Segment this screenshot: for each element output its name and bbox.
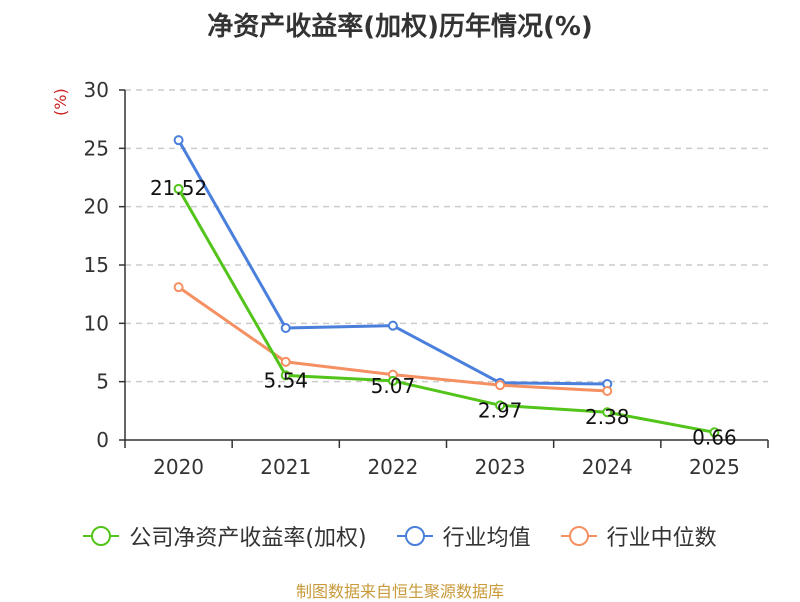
data-point: [280, 356, 291, 367]
data-label: 5.54: [263, 368, 308, 392]
series-lines: [173, 135, 720, 438]
series-line: [177, 188, 715, 434]
x-tick-label: 2024: [582, 455, 633, 479]
data-point: [173, 135, 184, 146]
data-label: 21.52: [150, 176, 207, 200]
legend-label: 行业均值: [442, 526, 531, 551]
data-point: [280, 370, 291, 381]
y-tick-label: 0: [96, 428, 109, 452]
source-note: 制图数据来自恒生聚源数据库: [295, 582, 504, 601]
data-label: 5.07: [371, 374, 416, 398]
y-axis-unit: (%): [51, 88, 70, 116]
x-tick-label: 2022: [367, 455, 418, 479]
grid-lines: [125, 89, 768, 383]
data-point: [602, 407, 613, 418]
x-tick-label: 2023: [475, 455, 526, 479]
data-point: [280, 323, 291, 333]
legend-item-industry-mean[interactable]: 行业均值: [396, 520, 531, 552]
data-point: [495, 400, 506, 411]
data-label: 2.38: [585, 405, 630, 429]
data-point: [709, 427, 720, 438]
chart-title: 净资产收益率(加权)历年情况(%): [207, 12, 593, 42]
data-labels: 21.52 5.54 5.07 2.97 2.38 0.66: [150, 176, 737, 449]
legend-label: 行业中位数: [606, 526, 717, 551]
data-point: [173, 282, 184, 293]
series-line: [177, 139, 608, 386]
line-circle-icon: [83, 526, 120, 546]
legend: 公司净资产收益率(加权) 行业均值 行业中位数: [0, 518, 800, 554]
data-point: [387, 375, 398, 386]
data-point: [495, 380, 506, 391]
y-tick-label: 5: [96, 370, 109, 394]
legend-label: 公司净资产收益率(加权): [129, 526, 367, 551]
x-tick-label: 2021: [260, 455, 311, 479]
y-tick-label: 20: [84, 195, 109, 219]
legend-item-industry-median[interactable]: 行业中位数: [560, 520, 717, 552]
x-tick-label: 2020: [153, 455, 204, 479]
line-circle-icon: [560, 526, 597, 546]
data-point: [602, 386, 613, 396]
data-point: [387, 320, 398, 331]
legend-item-company[interactable]: 公司净资产收益率(加权): [83, 520, 367, 552]
x-tick-label: 2025: [689, 455, 740, 479]
y-tick-label: 15: [84, 253, 109, 277]
y-tick-label: 25: [84, 136, 109, 160]
data-label: 0.66: [692, 425, 737, 449]
data-label: 2.97: [478, 398, 523, 422]
line-circle-icon: [396, 526, 433, 546]
y-tick-label: 10: [84, 311, 109, 335]
y-tick-label: 30: [84, 78, 109, 102]
data-point: [173, 183, 184, 194]
